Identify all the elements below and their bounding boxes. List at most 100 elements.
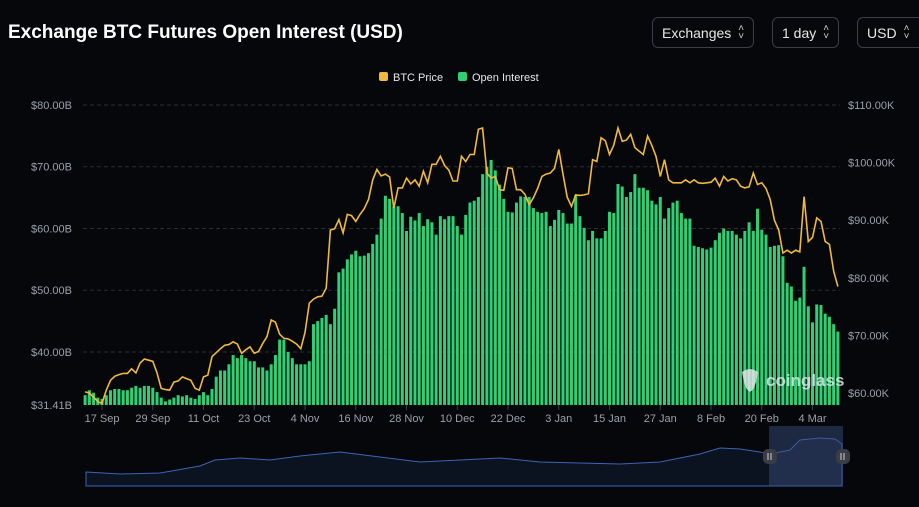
oi-bar [789, 286, 793, 405]
oi-bar [337, 272, 341, 405]
oi-bar [777, 245, 781, 405]
oi-bar [624, 196, 628, 405]
oi-bar [548, 226, 552, 405]
oi-bar [202, 392, 206, 405]
oi-bar [142, 385, 146, 405]
x-tick-label: 17 Sep [85, 413, 120, 425]
chevron-up-down-icon: ˄ ˅ [823, 22, 830, 42]
oi-bar [227, 364, 231, 405]
x-tick-label: 11 Oct [188, 413, 220, 425]
y-right-tick-label: $90.00K [848, 215, 890, 227]
oi-bar [286, 351, 290, 405]
oi-bar [455, 226, 459, 405]
oi-bar [646, 190, 650, 405]
range-navigator[interactable] [85, 426, 850, 487]
navigator-handle-left[interactable] [763, 449, 777, 464]
oi-bar [193, 398, 197, 405]
oi-bar [743, 230, 747, 405]
oi-bar [210, 389, 214, 405]
oi-bar [506, 211, 510, 405]
legend-swatch-oi [458, 72, 467, 81]
oi-bar [574, 195, 578, 405]
legend-label-oi: Open Interest [472, 72, 539, 84]
oi-bar [400, 213, 404, 405]
oi-bar [756, 208, 760, 405]
oi-bar [265, 370, 269, 405]
oi-bar [134, 385, 138, 405]
y-left-tick-label: $70.00B [31, 162, 72, 174]
oi-bar [434, 234, 438, 405]
legend-item-btc-price[interactable]: BTC Price [379, 72, 443, 84]
oi-bar [811, 322, 815, 405]
y-left-tick-label: $80.00B [31, 100, 72, 112]
oi-bar [421, 226, 425, 405]
oi-bar [489, 159, 493, 405]
interval-select[interactable]: 1 day ˄ ˅ [772, 17, 840, 48]
oi-bar [121, 390, 125, 405]
oi-bar [83, 395, 87, 405]
chevron-up-down-icon: ˄ ˅ [738, 22, 745, 42]
oi-bar [823, 313, 827, 405]
oi-bar [379, 218, 383, 405]
oi-bar [688, 218, 692, 405]
legend-item-open-interest[interactable]: Open Interest [458, 72, 539, 84]
legend-label-price: BTC Price [393, 72, 443, 84]
y-right-tick-label: $110.00K [848, 100, 895, 112]
oi-bar [519, 196, 523, 405]
oi-bar [760, 229, 764, 405]
oi-bar [468, 202, 472, 405]
oi-bar [307, 361, 311, 405]
oi-bar [802, 266, 806, 405]
oi-bar [662, 218, 666, 405]
oi-bar [438, 216, 442, 405]
oi-bar [667, 208, 671, 405]
y-left-tick-label: $40.00B [31, 347, 72, 359]
oi-bar [214, 376, 218, 405]
oi-bar [586, 240, 590, 405]
x-tick-label: 15 Jan [593, 413, 626, 425]
oi-bar [451, 216, 455, 405]
oi-bar [130, 387, 134, 405]
oi-bar [633, 174, 637, 405]
coinglass-watermark: coinglass [742, 369, 844, 392]
oi-bar [392, 206, 396, 405]
oi-bar [269, 364, 273, 405]
navigator-selection[interactable] [769, 426, 843, 486]
oi-bar [553, 219, 557, 405]
currency-select[interactable]: USD ˄ ˅ [857, 17, 919, 48]
oi-bar [701, 248, 705, 405]
x-tick-label: 22 Dec [491, 413, 526, 425]
oi-bar [320, 318, 324, 405]
exchanges-select[interactable]: Exchanges ˄ ˅ [652, 17, 755, 48]
oi-bar [231, 355, 235, 405]
oi-bar [138, 387, 142, 405]
x-tick-label: 8 Feb [697, 413, 725, 425]
oi-bar [185, 395, 189, 405]
oi-bar [591, 230, 595, 405]
oi-bar [104, 395, 108, 405]
y-left-tick-label: $31.41B [31, 400, 72, 412]
oi-bar [819, 305, 823, 405]
y-right-tick-label: $80.00K [848, 273, 890, 285]
oi-bar [409, 216, 413, 405]
oi-bar [739, 238, 743, 405]
oi-bar [257, 367, 261, 405]
chevron-up-down-icon: ˄ ˅ [903, 22, 910, 42]
oi-bar [388, 198, 392, 405]
oi-bar [426, 219, 430, 405]
oi-bar [481, 174, 485, 405]
oi-bar [827, 316, 831, 405]
oi-bar [730, 230, 734, 405]
page-title: Exchange BTC Futures Open Interest (USD) [8, 22, 403, 43]
navigator-handle-right[interactable] [836, 449, 850, 464]
oi-bar [290, 358, 294, 405]
oi-bar [747, 222, 751, 405]
x-tick-label: 3 Jan [545, 413, 572, 425]
oi-bar [608, 211, 612, 405]
oi-bar [679, 213, 683, 405]
interval-select-label: 1 day [782, 24, 817, 41]
oi-bar [722, 228, 726, 405]
oi-bar [206, 395, 210, 405]
oi-bar [612, 213, 616, 405]
